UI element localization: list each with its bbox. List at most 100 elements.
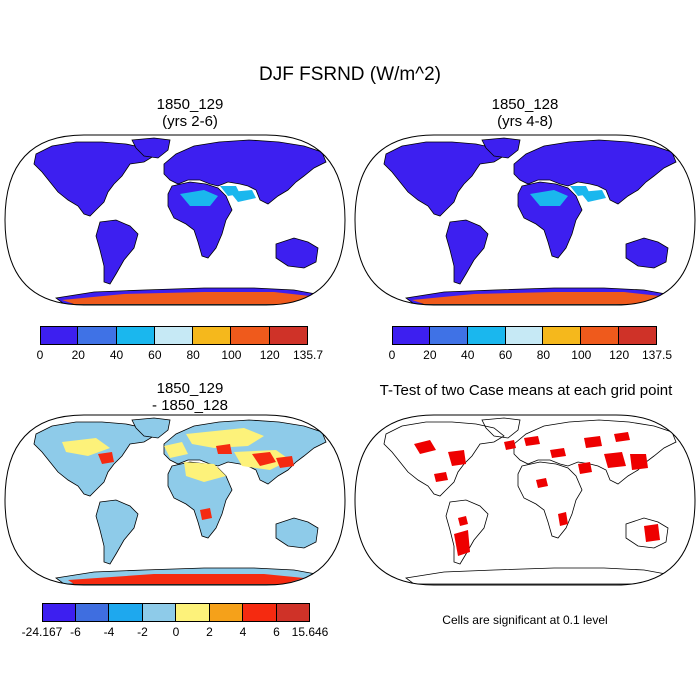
colorbar-segment [505,326,544,345]
colorbar-tick-label: 40 [461,348,475,362]
significant-cells [584,436,602,448]
colorbar-tick-label: 60 [498,348,513,362]
continent-africa [517,181,583,259]
colorbar-segment [42,603,76,622]
positive-anomaly-patch [186,428,264,448]
continent-australia [275,237,319,269]
colorbar-segment [467,326,506,345]
panel-title-case1-line2: (yrs 2-6) [162,113,218,130]
colorbar-segment [78,326,117,345]
significant-cells [504,440,516,450]
positive-anomaly-patch [164,442,188,458]
map-case1 [4,134,346,306]
continent-africa [517,461,583,539]
continent-antarctica [405,567,668,585]
colorbar-segment [243,603,277,622]
colorbar-tick-label: 2 [206,625,213,639]
continent-southamerica [445,499,489,565]
map-border [354,134,696,306]
significant-cells [536,478,548,488]
continent-southamerica [445,219,489,285]
value-patch [180,190,218,206]
significant-cells [578,462,592,474]
positive-anomaly-patch [62,438,110,456]
colorbar-segment [392,326,430,345]
panel-title-ttest-line1: T-Test of two Case means at each grid po… [379,382,673,399]
colorbar-segment [209,603,243,622]
significant-cells [550,448,566,458]
colorbar-frame [392,326,657,345]
panel-title-case2: 1850_128 (yrs 4-8) [360,96,690,130]
colorbar-segment [109,603,143,622]
colorbar-segment [543,326,582,345]
value-patch [580,190,606,202]
map-difference [4,414,346,586]
colorbar-segment [40,326,79,345]
continent-africa [167,181,233,259]
antarctic-anomaly-patch [68,574,304,584]
colorbar-tick-label: 20 [423,348,437,362]
colorbar-tick-label: -6 [70,625,81,639]
positive-anomaly-patch [184,462,226,482]
value-patch [530,190,568,206]
continent-eurasia [513,419,677,485]
panel-title-ttest: T-Test of two Case means at each grid po… [352,382,700,399]
significant-cells [630,454,648,470]
continent-southamerica [95,219,139,285]
significant-cells [558,512,568,526]
colorbar-tick-label: 0 [172,625,180,639]
continent-greenland [131,417,171,439]
colorbar-tick-label: 135.7 [292,348,324,362]
continent-greenland [481,417,521,439]
colorbar-segment [154,326,194,345]
colorbar-frame [42,603,310,622]
significant-cells [434,472,448,482]
colorbar-tick-label: 80 [186,348,200,362]
strong-positive-anomaly-patch [98,452,114,464]
continent-eurasia [513,139,677,205]
strong-positive-anomaly-patch [200,508,212,520]
colorbar-segment [142,603,176,622]
antarctic-high-value-patch [412,292,660,304]
colorbar-segment [429,326,468,345]
strong-positive-anomaly-patch [252,452,276,466]
map-ttest [354,414,696,586]
colorbar-tick-label: -24.167 [21,625,63,639]
significant-cells [448,450,466,466]
continent-australia [275,517,319,549]
significant-cells [454,530,470,556]
panel-title-difference-line2: - 1850_128 [152,397,228,414]
colorbar-tick-label: 100 [221,348,242,362]
continent-greenland [481,137,521,159]
colorbar-tick-label: 20 [71,348,85,362]
colorbar-case2: 0 20 40 60 80 100 120 137.5 [389,326,672,366]
continent-northamerica [383,141,505,217]
colorbar-tick-label: 137.5 [641,348,673,362]
panel-title-case1-line1: 1850_129 [156,96,224,113]
continent-eurasia [163,139,327,205]
strong-positive-anomaly-patch [276,456,294,468]
colorbar-tick-label: 4 [239,625,247,639]
continent-greenland [131,137,171,159]
panel-title-case2-line2: (yrs 4-8) [497,113,553,130]
colorbar-tick-label: 60 [148,348,162,362]
significant-cells [604,452,626,468]
antarctic-high-value-patch [62,292,310,304]
value-patch [230,190,256,202]
panel-title-difference: 1850_129 - 1850_128 [30,380,350,414]
panel-title-difference-line1: 1850_129 [156,380,224,397]
colorbar-tick-label: -2 [137,625,148,639]
panel-title-case2-line1: 1850_128 [491,96,559,113]
continent-northamerica [383,421,505,497]
ttest-note: Cells are significant at 0.1 level [442,613,608,627]
colorbar-tick-label: 80 [536,348,551,362]
colorbar-tick-label: 120 [609,348,630,362]
continent-australia [625,237,669,269]
colorbar-segment [176,603,210,622]
figure-title: DJF FSRND (W/m^2) [258,64,441,85]
significant-cells [414,440,436,454]
map-case2 [354,134,696,306]
significant-cells [458,516,468,526]
significant-cells [614,432,630,442]
colorbar-tick-label: 0 [36,348,44,362]
